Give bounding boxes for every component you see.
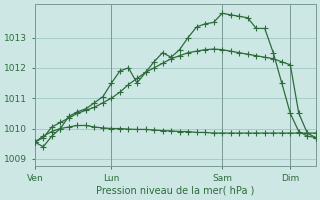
X-axis label: Pression niveau de la mer( hPa ): Pression niveau de la mer( hPa ) <box>96 186 254 196</box>
